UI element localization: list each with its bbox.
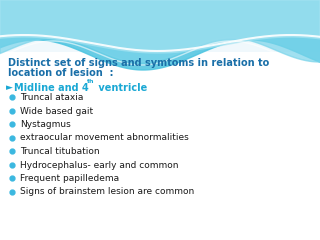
Text: Truncal titubation: Truncal titubation xyxy=(20,147,100,156)
Text: Truncal ataxia: Truncal ataxia xyxy=(20,93,84,102)
Text: Midline and 4: Midline and 4 xyxy=(14,83,89,93)
Text: Wide based gait: Wide based gait xyxy=(20,107,93,115)
FancyBboxPatch shape xyxy=(0,52,320,240)
Text: ►: ► xyxy=(6,83,13,92)
Text: extraocular movement abnormalities: extraocular movement abnormalities xyxy=(20,133,189,143)
Text: Hydrocephalus- early and common: Hydrocephalus- early and common xyxy=(20,161,179,169)
Text: Distinct set of signs and symtoms in relation to: Distinct set of signs and symtoms in rel… xyxy=(8,58,269,68)
Text: Frequent papilledema: Frequent papilledema xyxy=(20,174,119,183)
Text: Signs of brainstem lesion are common: Signs of brainstem lesion are common xyxy=(20,187,194,197)
Text: th: th xyxy=(87,79,94,84)
Text: location of lesion  :: location of lesion : xyxy=(8,68,114,78)
Text: ventricle: ventricle xyxy=(95,83,147,93)
Text: Nystagmus: Nystagmus xyxy=(20,120,71,129)
